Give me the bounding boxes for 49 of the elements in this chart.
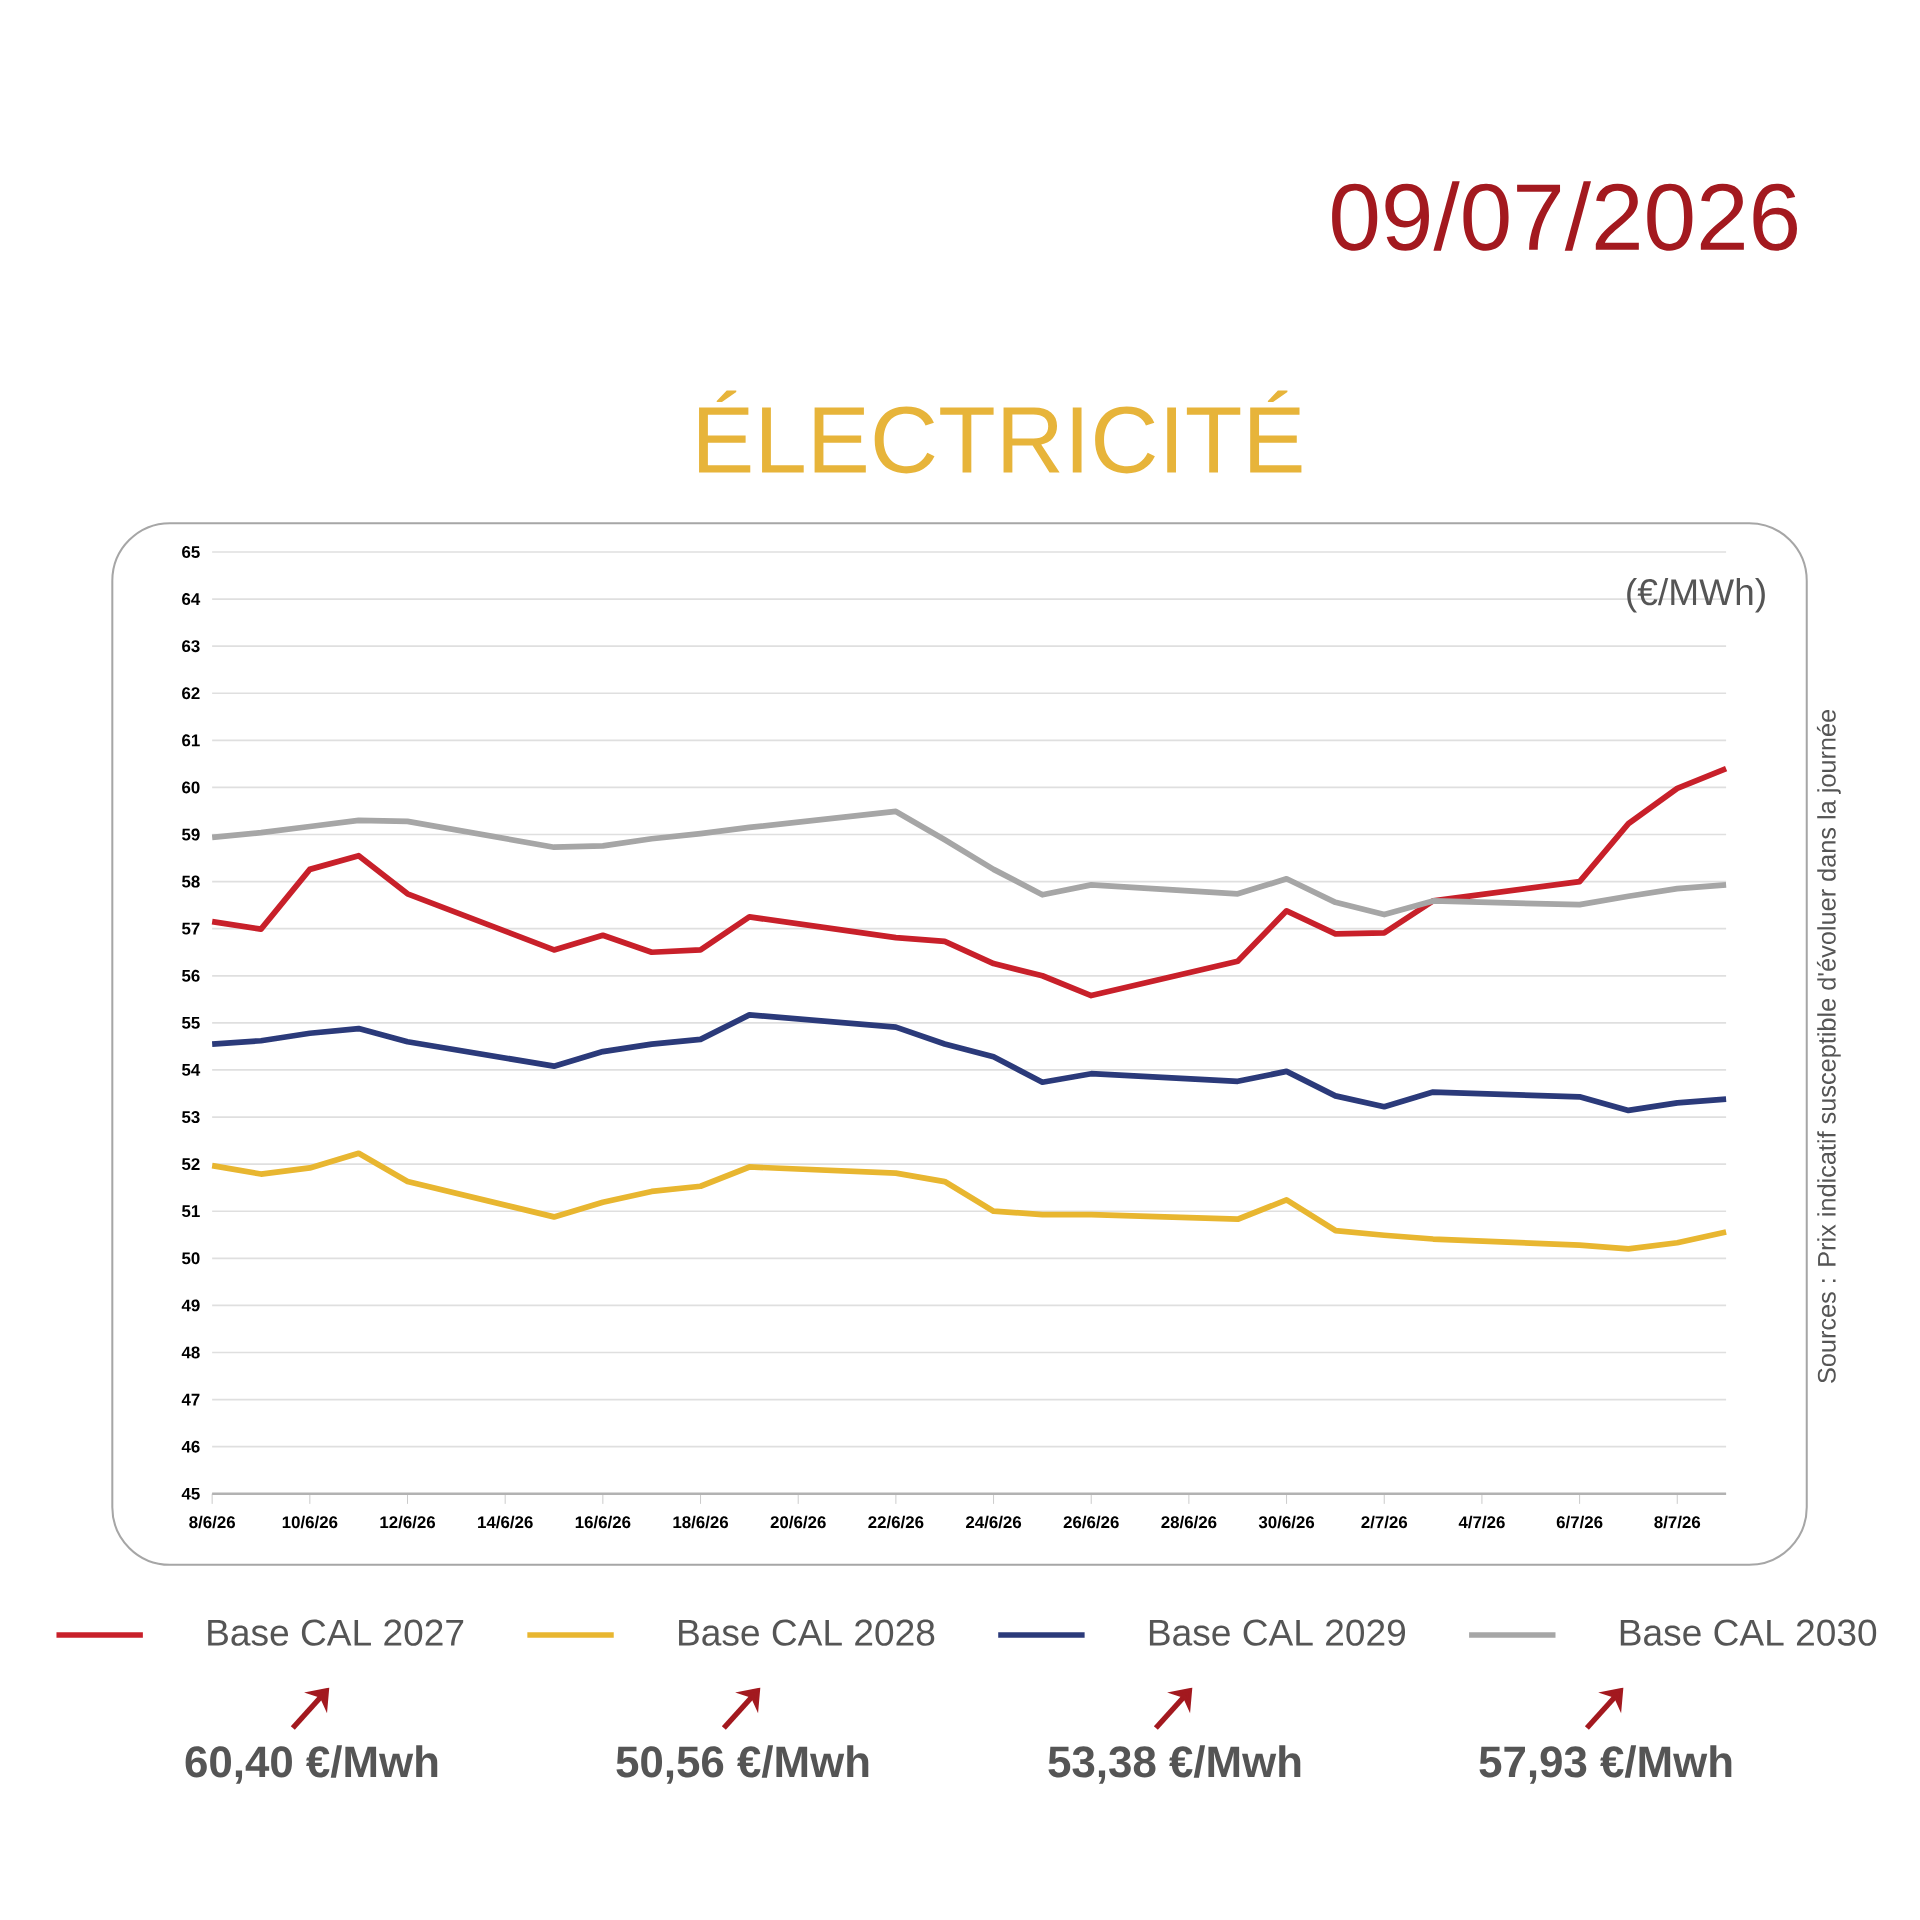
text: 53,38 €/Mwh [1048, 1745, 1301, 1784]
x-tick-label: 28/6/26 [1161, 1515, 1217, 1529]
x-tick-label: 16/6/26 [575, 1515, 631, 1529]
x-tick-label: 14/6/26 [478, 1515, 533, 1529]
x-tick-label: 8/7/26 [1654, 1515, 1701, 1529]
y-tick-label: 46 [181, 1440, 200, 1453]
x-tick-label: 22/6/26 [868, 1515, 924, 1529]
x-tick-label: 24/6/26 [965, 1515, 1022, 1529]
x-tick-label: 10/6/26 [282, 1515, 338, 1529]
y-tick-label: 50 [182, 1252, 200, 1265]
legend-label: Base CAL 2029 [1149, 1619, 1406, 1646]
y-tick-label: 54 [182, 1064, 201, 1076]
source-note: Sources : Prix indicatif susceptible d'évoluer dans la journée [1816, 709, 1841, 1383]
y-tick-label: 61 [182, 734, 200, 747]
x-tick-label: 4/7/26 [1458, 1515, 1505, 1529]
y-tick-label: 60 [182, 781, 200, 794]
chart-title: ÉLECTRICITÉ [699, 390, 1302, 474]
y-tick-label: 45 [181, 1487, 200, 1500]
y-tick-label: 47 [181, 1393, 200, 1406]
x-tick-label: 20/6/26 [770, 1515, 826, 1529]
y-tick-label: 65 [182, 546, 200, 558]
x-tick-label: 6/7/26 [1556, 1515, 1603, 1529]
x-tick-label: 30/6/26 [1258, 1515, 1315, 1529]
y-tick-label: 55 [182, 1017, 200, 1029]
x-tick-label: 2/7/26 [1361, 1515, 1408, 1529]
y-tick-label: 49 [181, 1299, 200, 1312]
text: 60,40 €/Mwh [185, 1745, 438, 1784]
y-tick-label: 48 [181, 1346, 200, 1359]
y-tick-label: 52 [182, 1158, 200, 1171]
y-tick-label: 59 [182, 828, 200, 841]
legend-label: Base CAL 2030 [1620, 1619, 1877, 1646]
y-tick-label: 57 [182, 922, 200, 935]
y-tick-label: 62 [182, 687, 200, 700]
x-tick-label: 26/6/26 [1063, 1515, 1119, 1529]
legend-label: Base CAL 2028 [679, 1619, 935, 1646]
text: 57,93 €/Mwh [1479, 1745, 1732, 1784]
y-tick-label: 64 [182, 593, 201, 606]
y-tick-label: 51 [182, 1205, 200, 1218]
y-axis-title: (€/MWh) [1627, 578, 1765, 613]
x-tick-label: 12/6/26 [380, 1515, 436, 1529]
x-tick-label: 18/6/26 [673, 1515, 729, 1529]
y-tick-label: 53 [182, 1111, 200, 1124]
y-tick-label: 56 [182, 969, 200, 982]
chart-subtitle: 09/07/2026 [1332, 181, 1797, 251]
y-tick-label: 63 [182, 640, 200, 653]
y-tick-label: 58 [182, 875, 200, 888]
x-tick-label: 8/6/26 [189, 1515, 236, 1529]
text: 50,56 €/Mwh [616, 1745, 869, 1784]
legend-label: Base CAL 2027 [208, 1619, 464, 1646]
